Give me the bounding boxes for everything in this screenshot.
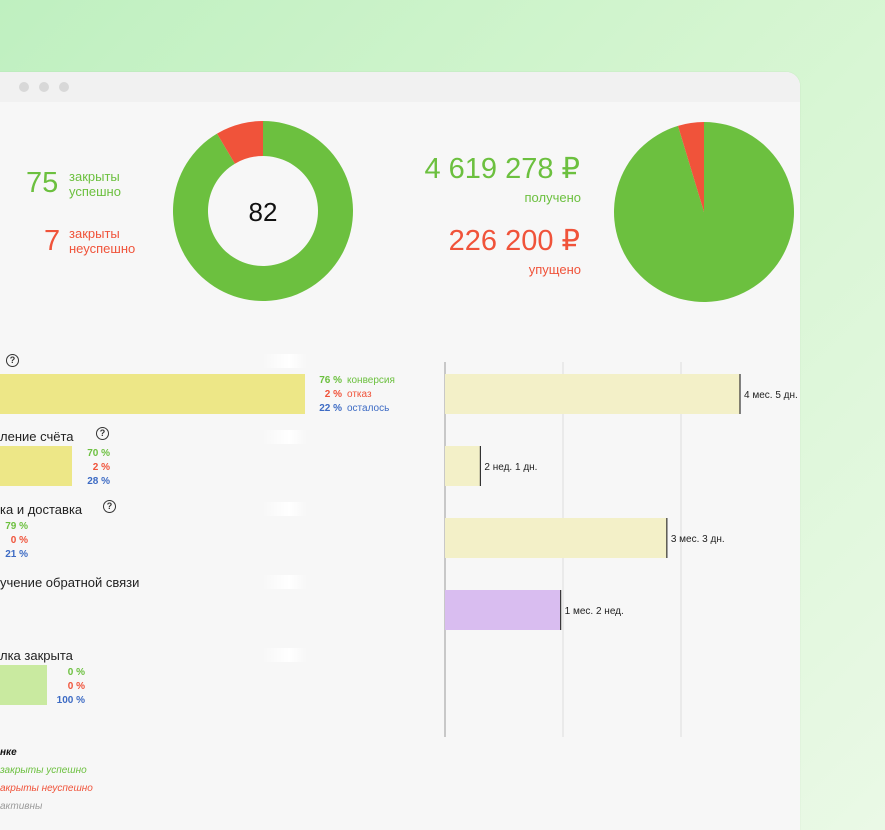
deals-donut-chart: 82 <box>173 121 353 301</box>
app-window: 75 закрыты успешно 7 закрыты неуспешно 8… <box>0 72 800 830</box>
bar-data-label: 1 мес. 2 нед. <box>565 606 624 617</box>
bar <box>445 446 481 486</box>
refusal-percent: 2 % <box>92 462 110 473</box>
stage-title: лка закрыта <box>0 648 73 663</box>
time-in-status-chart: 501004 мес. 5 дн.2 нед. 1 дн.3 мес. 3 дн… <box>444 362 798 737</box>
remaining-percent: 21 % <box>5 549 28 560</box>
refusal-percent: 0 % <box>10 535 28 546</box>
closed-fail-count: 7 <box>44 225 61 257</box>
help-icon[interactable]: ? <box>103 500 116 513</box>
missed-amount: 226 200 ₽ <box>448 225 580 257</box>
window-dot-icon[interactable] <box>39 82 49 92</box>
conversion-percent: 79 % <box>5 521 28 532</box>
funnel-bar <box>0 665 47 705</box>
help-icon[interactable]: ? <box>96 427 109 440</box>
window-dot-icon[interactable] <box>19 82 29 92</box>
help-icon[interactable]: ? <box>6 354 19 367</box>
remaining-percent: 28 % <box>87 476 110 487</box>
bar-data-label: 2 нед. 1 дн. <box>484 462 537 473</box>
bar <box>445 518 667 558</box>
pie-slice-0 <box>173 121 353 301</box>
window-dot-icon[interactable] <box>59 82 69 92</box>
bar-data-label: 3 мес. 3 дн. <box>671 534 725 545</box>
legend-fail: акрыты неуспешно <box>0 783 93 794</box>
refusal-percent: 2 % <box>324 389 342 400</box>
remaining-percent: 22 % <box>319 403 342 414</box>
pie-slice-1 <box>217 121 263 164</box>
missed-label: упущено <box>528 262 581 277</box>
remaining-percent: 100 % <box>56 695 85 706</box>
bar <box>445 590 561 630</box>
legend-success: закрыты успешно <box>0 765 87 776</box>
window-titlebar <box>0 72 800 102</box>
donut-total: 82 <box>249 197 278 227</box>
bar <box>445 374 740 414</box>
refusal-label: отказ <box>347 389 372 400</box>
closed-success-count: 75 <box>26 167 59 199</box>
stage-title: ка и доставка <box>0 502 83 517</box>
received-amount: 4 619 278 ₽ <box>424 153 580 185</box>
conversion-percent: 0 % <box>67 667 85 678</box>
funnel-bar <box>0 446 72 486</box>
legend-active: активны <box>0 801 43 812</box>
conversion-percent: 70 % <box>87 448 110 459</box>
conversion-percent: 76 % <box>319 375 342 386</box>
received-label: получено <box>524 190 581 205</box>
funnel-bar <box>0 374 305 414</box>
refusal-percent: 0 % <box>67 681 85 692</box>
pie-slice-1 <box>677 122 704 212</box>
legend-title: нке <box>0 747 17 758</box>
conversion-label: конверсия <box>347 375 395 386</box>
stage-title: учение обратной связи <box>0 575 140 590</box>
stage-title: ление счёта <box>0 429 74 444</box>
closed-success-label: закрыты успешно <box>69 169 121 199</box>
closed-fail-label: закрыты неуспешно <box>69 226 136 256</box>
money-pie-chart <box>614 122 794 302</box>
remaining-label: осталось <box>347 403 390 414</box>
bar-data-label: 4 мес. 5 дн. <box>744 390 798 401</box>
